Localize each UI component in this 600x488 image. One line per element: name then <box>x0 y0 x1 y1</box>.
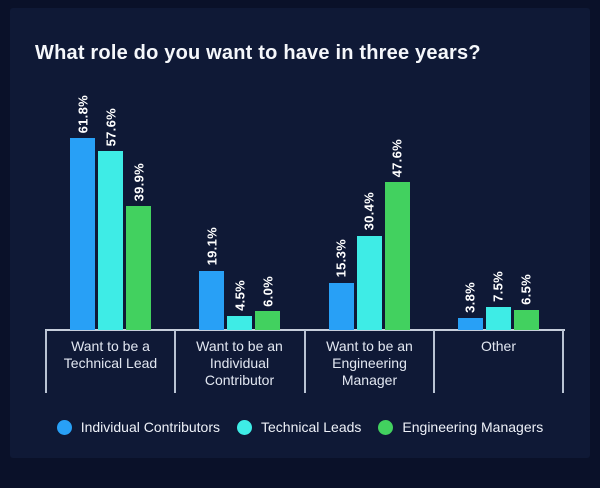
bar <box>328 282 354 330</box>
bar <box>513 309 539 331</box>
bar <box>227 316 253 331</box>
category-divider <box>304 330 306 393</box>
bar-value-label: 30.4% <box>361 192 377 231</box>
bar <box>255 311 281 330</box>
bar-value-label: 19.1% <box>204 227 220 266</box>
category-divider <box>433 330 435 393</box>
bar-value-label: 15.3% <box>333 239 349 278</box>
category-label: Other <box>480 338 516 354</box>
bar <box>485 306 511 331</box>
legend-item-label: Individual Contributors <box>80 419 220 435</box>
legend-dot-icon <box>56 419 72 435</box>
legend-dot-icon <box>237 419 252 435</box>
bar <box>457 318 483 330</box>
legend-item-label: Technical Leads <box>261 419 362 435</box>
bar <box>126 206 152 330</box>
bar-value-label: 47.6% <box>389 139 405 178</box>
category-label: Want to be an Individual Contributor <box>196 338 283 388</box>
chart-title: What role do you want to have in three y… <box>35 42 481 64</box>
category-divider <box>174 330 176 393</box>
bar <box>199 270 225 330</box>
category-label: Want to be an Engineering Manager <box>326 338 413 388</box>
bar-value-label: 61.8% <box>75 95 91 134</box>
legend-item: Engineering Managers <box>378 419 543 435</box>
legend-dot-icon <box>378 419 394 435</box>
bar-value-label: 6.0% <box>260 275 276 307</box>
bar-value-label: 3.8% <box>462 282 478 314</box>
category-divider <box>45 330 47 393</box>
category-label: Want to be a Technical Lead <box>63 338 158 371</box>
bar <box>70 138 96 330</box>
legend-item: Technical Leads <box>237 419 361 435</box>
category-divider <box>562 330 564 393</box>
bar <box>98 151 124 330</box>
legend-item: Individual Contributors <box>56 419 220 435</box>
bar-value-label: 7.5% <box>490 270 506 302</box>
bar-value-label: 57.6% <box>103 108 119 147</box>
bar-value-label: 39.9% <box>131 162 147 202</box>
bar <box>384 182 410 330</box>
bar-value-label: 6.5% <box>518 273 534 305</box>
bar-value-label: 4.5% <box>232 280 248 312</box>
bar <box>356 235 382 330</box>
legend-item-label: Engineering Managers <box>402 419 544 435</box>
legend: Individual Contributors Technical Leads En… <box>0 419 600 435</box>
